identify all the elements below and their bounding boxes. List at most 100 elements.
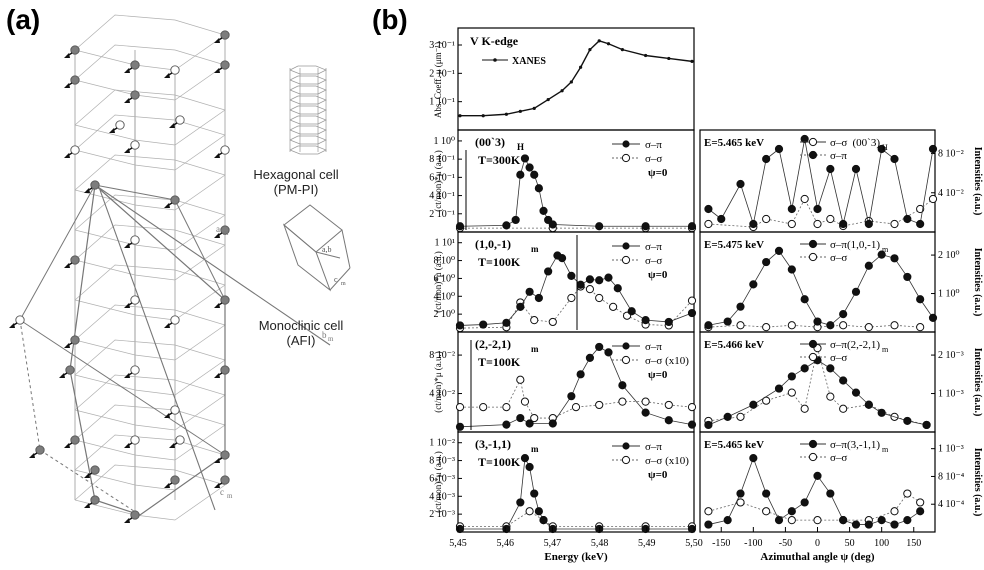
spin-arrowhead bbox=[164, 483, 170, 488]
vanadium-atom bbox=[70, 45, 80, 55]
xanes-line bbox=[460, 40, 693, 117]
data-point bbox=[762, 489, 771, 498]
energy-panel-ylabel: (ct/mon)*μ (a.u.) bbox=[433, 451, 443, 513]
xanes-point bbox=[667, 56, 671, 61]
data-point bbox=[704, 219, 713, 229]
legend-marker-sigma-pi bbox=[622, 140, 630, 148]
azimuthal-xtick-label: -150 bbox=[712, 538, 730, 549]
data-point bbox=[864, 400, 873, 409]
hexagonal-layer bbox=[74, 304, 226, 361]
mono-face bbox=[282, 223, 332, 292]
series-sigma-pi bbox=[455, 454, 697, 534]
data-point bbox=[704, 520, 713, 529]
data-point bbox=[516, 498, 525, 507]
azimuthal-panel-reflection-sub: m bbox=[882, 245, 889, 254]
hex-slice bbox=[289, 105, 327, 115]
vanadium-atom bbox=[115, 120, 125, 130]
legend-marker-second bbox=[808, 150, 818, 160]
legend-label-sigma-pi: σ–π bbox=[645, 139, 662, 151]
spin-arrowhead bbox=[64, 153, 70, 158]
spin-arrowhead bbox=[214, 153, 220, 158]
energy-ytick-label: 8 10⁻¹ bbox=[429, 154, 455, 165]
spin-arrowhead bbox=[124, 243, 130, 248]
energy-panel-reflection: (1,0,-1) bbox=[475, 237, 511, 251]
monoclinic-b-axis bbox=[94, 184, 331, 346]
data-point bbox=[704, 204, 713, 214]
xanes-ylabel: Abs. Coeff. μ (μm⁻¹) bbox=[433, 42, 443, 118]
data-point bbox=[595, 276, 604, 285]
lattice-label-a-sub: m bbox=[223, 229, 229, 237]
data-point bbox=[749, 280, 758, 289]
spin-arrowhead bbox=[124, 148, 130, 153]
data-point bbox=[723, 412, 732, 421]
data-point bbox=[903, 416, 912, 426]
data-point bbox=[530, 316, 539, 325]
data-point bbox=[890, 321, 899, 330]
lattice-label-b-sub: m bbox=[328, 335, 334, 343]
data-point bbox=[774, 144, 784, 154]
data-point bbox=[618, 397, 627, 406]
data-point bbox=[664, 400, 673, 410]
data-point bbox=[826, 164, 835, 174]
data-point bbox=[736, 302, 745, 311]
data-point bbox=[839, 376, 848, 385]
energy-ytick-label: 6 10⁻¹ bbox=[429, 172, 455, 183]
data-point bbox=[641, 222, 650, 231]
vanadium-atom bbox=[130, 365, 140, 375]
data-point bbox=[455, 403, 465, 412]
spin-arrowhead bbox=[64, 83, 70, 88]
mono-face bbox=[283, 204, 343, 253]
hex-slice bbox=[289, 65, 327, 75]
data-point bbox=[571, 403, 581, 412]
legend-marker-first bbox=[808, 239, 818, 249]
energy-ytick-label: 1 10⁰ bbox=[433, 136, 455, 147]
spin-arrowhead bbox=[164, 323, 170, 328]
xanes-point bbox=[597, 39, 601, 43]
data-point bbox=[687, 222, 697, 231]
data-point bbox=[736, 179, 745, 189]
series-line bbox=[459, 157, 692, 227]
xanes-point bbox=[644, 53, 648, 58]
data-point bbox=[787, 507, 796, 516]
hexagonal-layer bbox=[74, 89, 226, 146]
xanes-ytick-label: 3 10⁻¹ bbox=[429, 40, 455, 51]
azimuthal-xtick-label: 0 bbox=[815, 538, 820, 549]
vanadium-atom bbox=[70, 75, 80, 85]
series-sigma-pi bbox=[455, 251, 697, 330]
data-point bbox=[826, 321, 835, 330]
data-point bbox=[576, 370, 585, 379]
legend-label-sigma-sigma: σ–σ bbox=[645, 153, 662, 165]
legend-label-first: σ–π bbox=[830, 239, 847, 251]
data-point bbox=[548, 220, 557, 229]
lattice-label-c: c bbox=[220, 487, 224, 497]
spin-arrowhead bbox=[214, 303, 220, 308]
xanes-legend-label: XANES bbox=[512, 56, 546, 67]
data-point bbox=[787, 265, 796, 274]
legend-label-psi: ψ=0 bbox=[648, 167, 668, 179]
spin-arrowhead bbox=[164, 413, 170, 418]
data-point bbox=[664, 416, 673, 425]
azimuthal-panel-ylabel: Intensities (a.u.) bbox=[972, 248, 983, 317]
vanadium-atom bbox=[70, 255, 80, 265]
azimuthal-ytick-label: 2 10⁰ bbox=[938, 250, 960, 261]
data-point bbox=[530, 489, 539, 498]
legend-marker-first bbox=[808, 137, 818, 147]
vanadium-atom bbox=[65, 365, 75, 375]
vanadium-atom bbox=[90, 495, 100, 505]
data-point bbox=[890, 254, 899, 263]
data-point bbox=[749, 454, 758, 463]
data-point bbox=[800, 295, 809, 304]
spin-arrowhead bbox=[164, 203, 170, 208]
series-sigma-pi bbox=[704, 356, 931, 430]
data-point bbox=[826, 364, 835, 373]
xanes-point bbox=[504, 112, 508, 116]
monoclinic-cell-icon: a,b c m bbox=[282, 204, 351, 292]
energy-panel-ylabel: (ct/mon)*μ (a.u.) bbox=[433, 251, 443, 313]
azimuthal-panel-reflection-sub: m bbox=[882, 345, 889, 354]
monoclinic-lower-edge bbox=[19, 319, 226, 456]
lattice-label-c-sub: m bbox=[227, 492, 233, 500]
hexagonal-layer bbox=[74, 194, 226, 251]
data-point bbox=[813, 471, 822, 480]
xanes-point bbox=[481, 114, 485, 118]
spin-arrowhead bbox=[124, 303, 130, 308]
